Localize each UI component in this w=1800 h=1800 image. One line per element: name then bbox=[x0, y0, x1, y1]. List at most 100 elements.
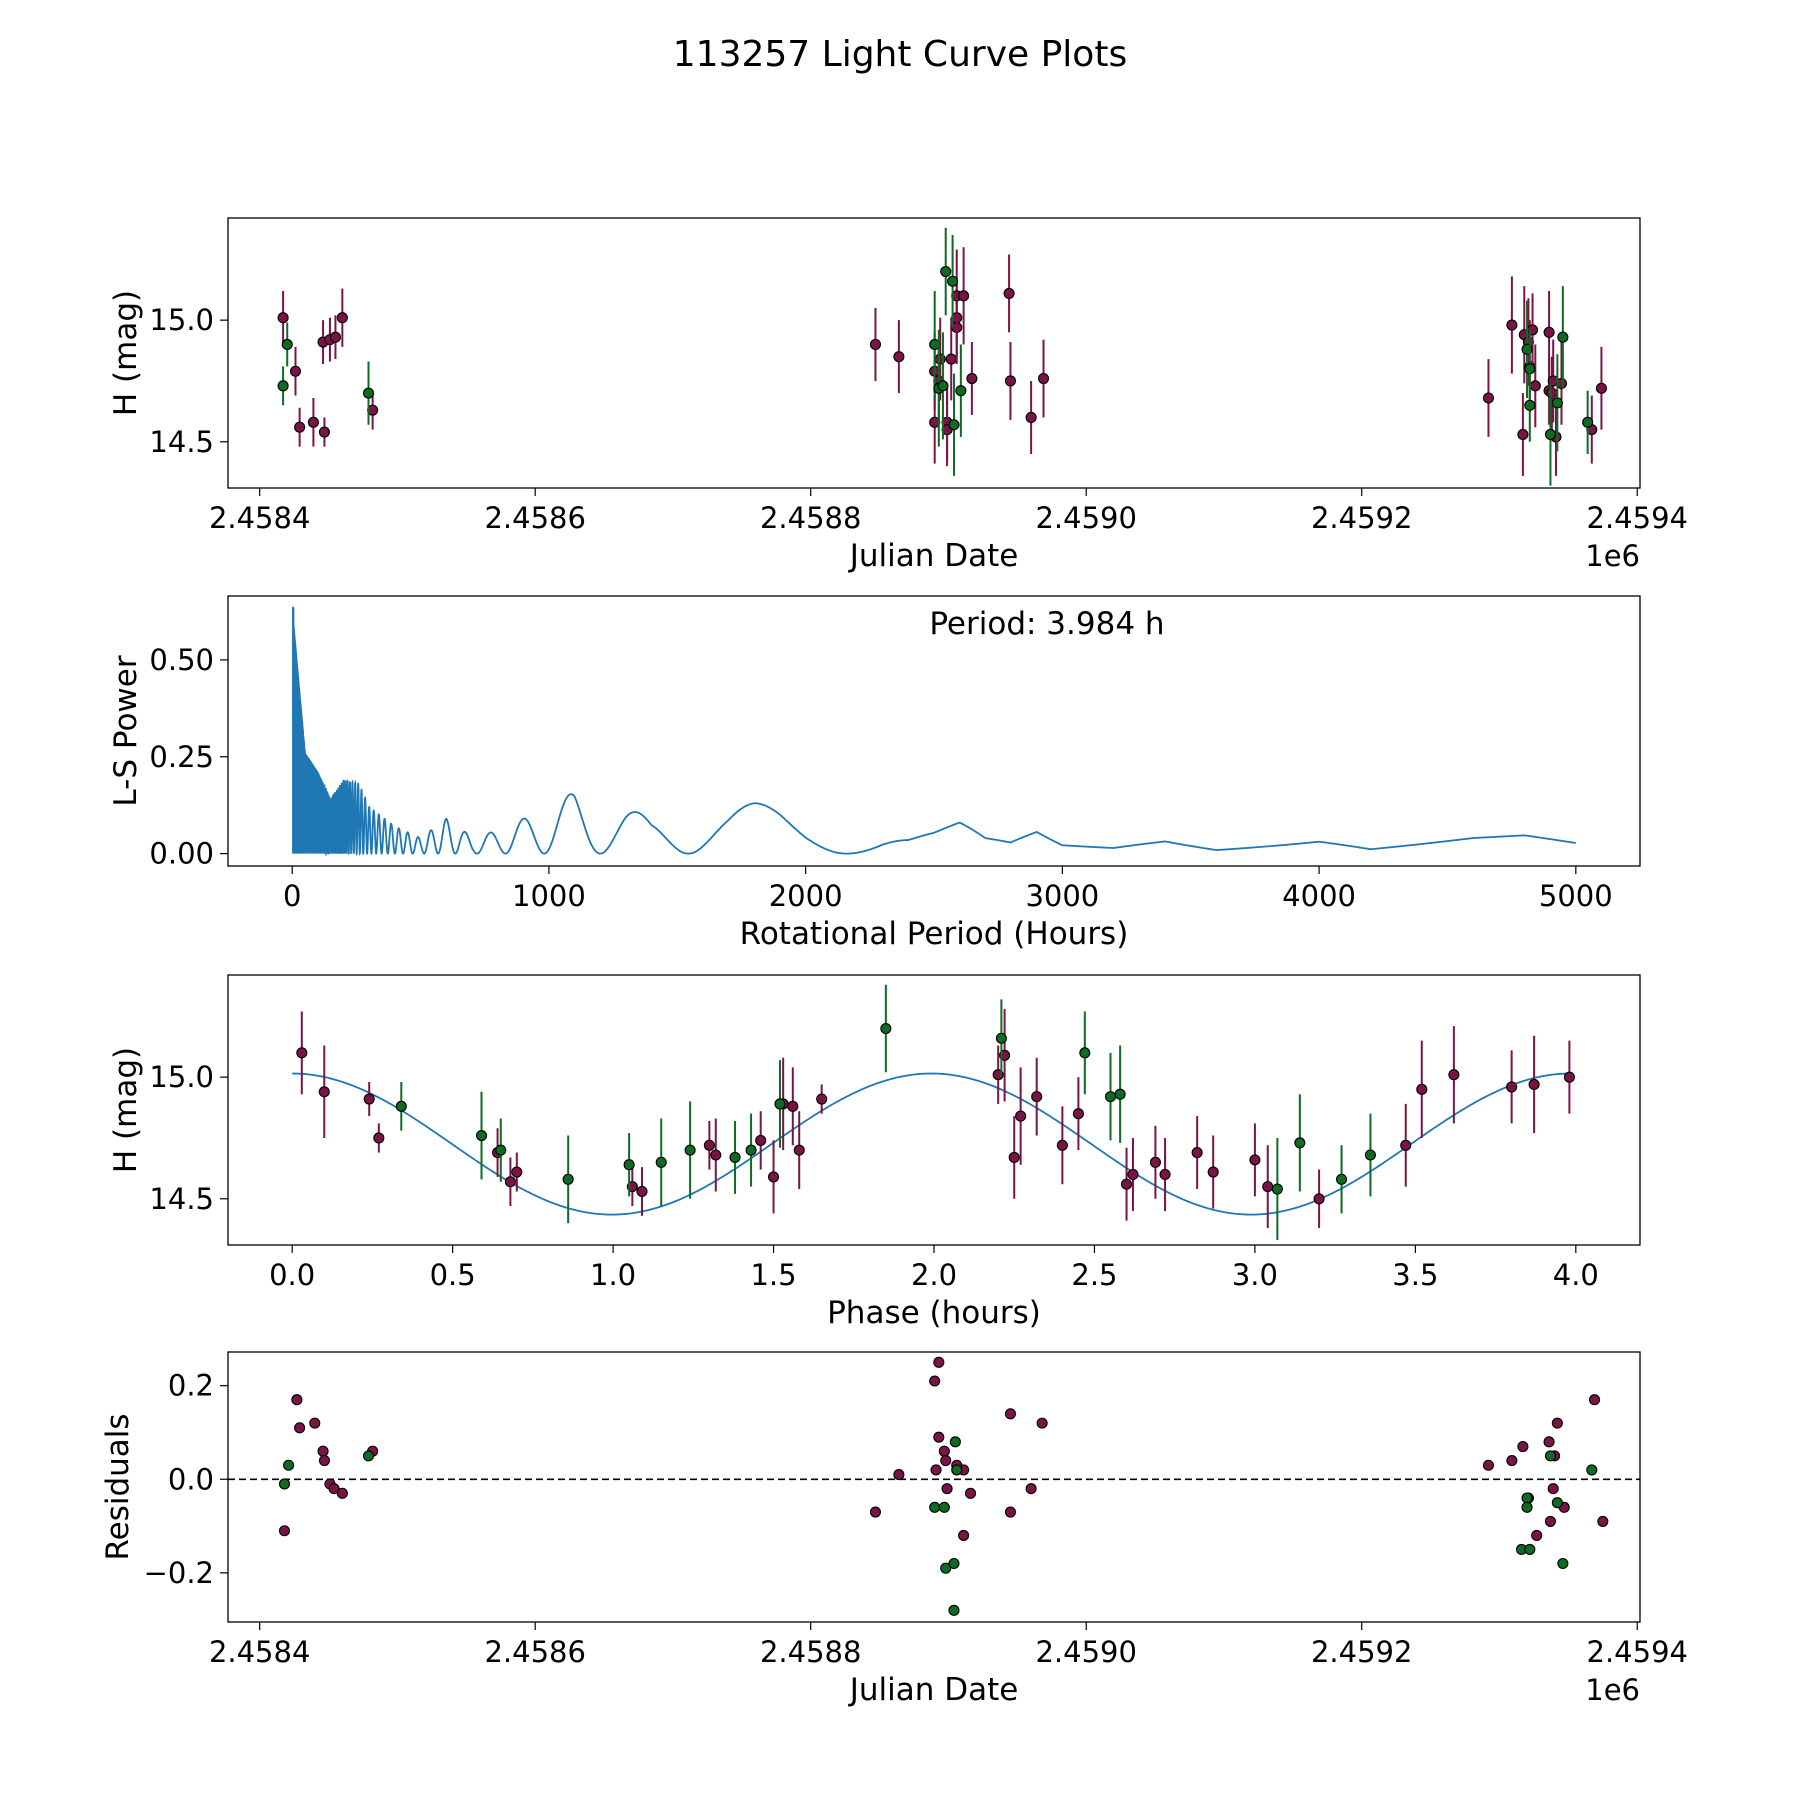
data-point bbox=[1249, 1154, 1261, 1166]
x-tick-label: 2.4592 bbox=[1311, 501, 1412, 535]
data-point bbox=[636, 1185, 648, 1198]
data-point bbox=[1008, 1151, 1020, 1163]
data-point bbox=[362, 1450, 375, 1462]
x-offset-label: 1e6 bbox=[1585, 539, 1640, 573]
data-point bbox=[937, 380, 949, 392]
data-point bbox=[1127, 1168, 1139, 1181]
data-point bbox=[1262, 1181, 1274, 1193]
data-point bbox=[774, 1098, 786, 1110]
data-point bbox=[1072, 1108, 1084, 1120]
x-tick-label: 0 bbox=[283, 879, 301, 913]
data-point bbox=[1544, 1515, 1557, 1527]
data-point bbox=[949, 1436, 961, 1448]
data-point bbox=[933, 1431, 945, 1443]
data-point bbox=[1336, 1173, 1348, 1185]
data-point bbox=[1506, 319, 1518, 331]
panel-periodogram: 0 1000 2000 3000 4000 5000 0.00 0.25 0.50 Rotatio… bbox=[108, 595, 1641, 952]
data-point bbox=[1004, 1408, 1017, 1420]
data-point bbox=[964, 1487, 977, 1499]
x-tick-label: 1.0 bbox=[590, 1258, 636, 1292]
x-tick-label: 2.4588 bbox=[760, 501, 861, 535]
x-tick-label: 2.4594 bbox=[1587, 1635, 1688, 1669]
y-tick-label: −0.2 bbox=[144, 1556, 214, 1590]
data-point bbox=[318, 1086, 330, 1098]
x-tick-label: 2.4592 bbox=[1311, 1635, 1412, 1669]
data-point bbox=[1582, 416, 1594, 428]
data-point bbox=[1025, 1483, 1037, 1495]
data-point bbox=[929, 1501, 941, 1513]
data-point bbox=[1207, 1166, 1219, 1178]
y-tick-label: 0.25 bbox=[149, 740, 214, 774]
data-point bbox=[930, 1464, 942, 1476]
x-tick-label: 2.5 bbox=[1071, 1258, 1117, 1292]
data-point bbox=[880, 1022, 892, 1035]
data-point bbox=[940, 1562, 952, 1574]
data-point bbox=[1031, 1091, 1043, 1103]
periodogram-line bbox=[292, 606, 1576, 857]
data-point bbox=[1004, 375, 1017, 387]
data-point bbox=[495, 1144, 507, 1156]
x-tick-label: 1000 bbox=[512, 879, 586, 913]
series-green-filter bbox=[395, 984, 1376, 1241]
data-point bbox=[684, 1144, 696, 1156]
data-point bbox=[938, 1445, 950, 1457]
data-point bbox=[1543, 1436, 1555, 1448]
x-tick-label: 3.0 bbox=[1232, 1258, 1278, 1292]
data-point bbox=[562, 1173, 574, 1185]
x-tick-label: 1.5 bbox=[750, 1258, 796, 1292]
data-point bbox=[966, 372, 978, 385]
data-point bbox=[373, 1132, 385, 1144]
data-point bbox=[1482, 392, 1495, 404]
data-point bbox=[951, 1464, 963, 1476]
data-point bbox=[278, 1478, 291, 1490]
x-axis-label: Rotational Period (Hours) bbox=[740, 916, 1129, 952]
data-point bbox=[787, 1100, 799, 1112]
data-point bbox=[1547, 1483, 1559, 1495]
x-tick-label: 0.5 bbox=[430, 1258, 476, 1292]
data-point bbox=[793, 1144, 805, 1156]
x-axis-label: Julian Date bbox=[848, 538, 1019, 574]
data-point bbox=[1506, 1455, 1518, 1467]
x-tick-label: 4.0 bbox=[1553, 1258, 1599, 1292]
data-point bbox=[1521, 1501, 1533, 1513]
y-tick-label: 0.00 bbox=[149, 837, 214, 871]
plot-area bbox=[277, 227, 1607, 486]
data-point bbox=[703, 1139, 715, 1151]
data-point bbox=[336, 312, 348, 324]
data-point bbox=[504, 1176, 516, 1188]
plot-area bbox=[292, 984, 1575, 1241]
data-point bbox=[869, 338, 882, 351]
data-point bbox=[1271, 1183, 1283, 1195]
series-green-filter bbox=[277, 227, 1594, 486]
data-point bbox=[309, 1417, 321, 1429]
data-point bbox=[1364, 1149, 1376, 1161]
data-point bbox=[1524, 399, 1536, 411]
x-tick-label: 3000 bbox=[1025, 879, 1099, 913]
data-point bbox=[1597, 1515, 1609, 1527]
panel-residuals: 2.4584 2.4586 2.4588 2.4590 2.4592 2.4594 0.2 0… bbox=[100, 1351, 1688, 1708]
data-point bbox=[940, 265, 952, 278]
y-axis-label: L-S Power bbox=[108, 655, 144, 806]
axes-frame bbox=[227, 217, 1641, 489]
data-point bbox=[1517, 1440, 1529, 1453]
data-point bbox=[1588, 1394, 1601, 1406]
data-point bbox=[893, 1469, 905, 1481]
plot-area bbox=[292, 606, 1576, 857]
data-point bbox=[1521, 1492, 1533, 1504]
data-point bbox=[947, 275, 959, 287]
y-tick-label: 15.0 bbox=[149, 1060, 214, 1094]
data-point bbox=[296, 1047, 308, 1059]
figure-title: 113257 Light Curve Plots bbox=[673, 34, 1127, 75]
data-point bbox=[1448, 1069, 1460, 1081]
data-point bbox=[1416, 1083, 1428, 1095]
x-tick-label: 2.4584 bbox=[209, 1635, 310, 1669]
data-point bbox=[1595, 382, 1607, 394]
data-point bbox=[277, 312, 289, 324]
data-point bbox=[1586, 1464, 1598, 1476]
data-point bbox=[729, 1151, 741, 1163]
series-green-filter bbox=[278, 1436, 1598, 1616]
data-point bbox=[294, 421, 306, 433]
y-tick-label: 0.2 bbox=[168, 1369, 214, 1403]
data-point bbox=[948, 1557, 960, 1570]
x-tick-label: 2.4586 bbox=[484, 1635, 585, 1669]
